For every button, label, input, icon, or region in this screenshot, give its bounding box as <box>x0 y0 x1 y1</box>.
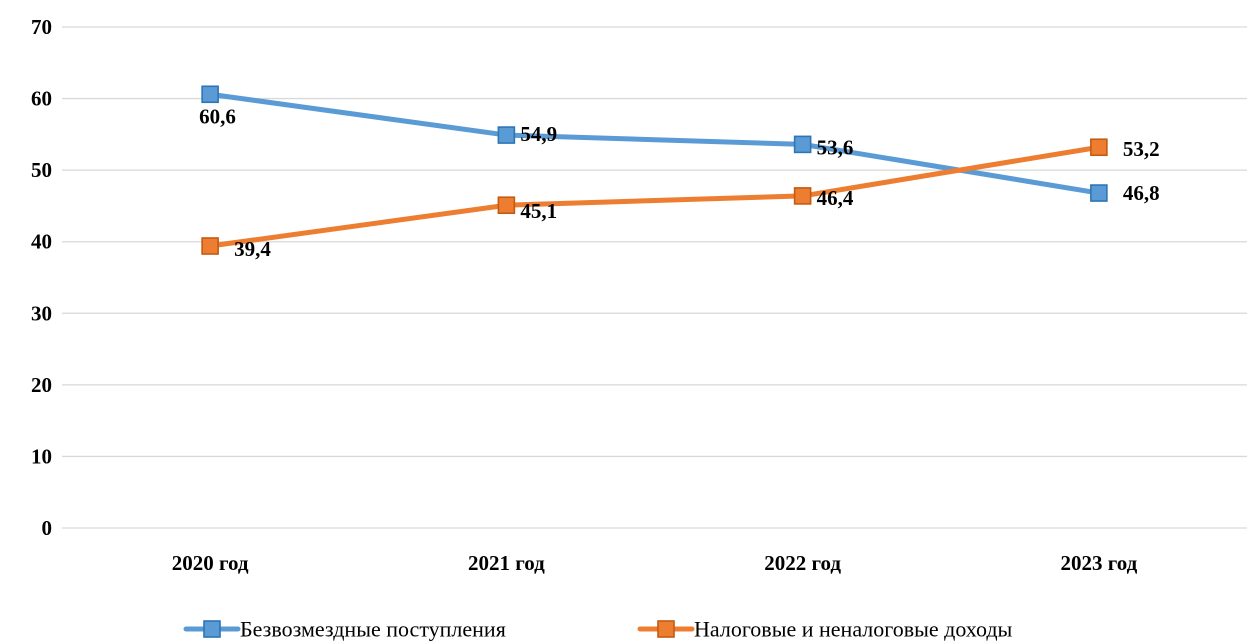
y-tick-label: 30 <box>31 301 52 325</box>
series-2-marker <box>1090 138 1108 157</box>
y-tick-label: 0 <box>42 516 53 540</box>
y-tick-label: 60 <box>31 87 52 111</box>
y-tick-label: 50 <box>31 158 52 182</box>
x-tick-label: 2023 год <box>1060 551 1137 575</box>
legend-marker-1 <box>203 620 221 638</box>
y-tick-label: 20 <box>31 373 52 397</box>
x-axis-tick-labels: 2020 год 2021 год 2022 год 2023 год <box>172 551 1138 575</box>
series-2-marker <box>497 196 516 215</box>
x-tick-label: 2022 год <box>764 551 841 575</box>
y-tick-label: 70 <box>31 15 52 39</box>
x-tick-label: 2020 год <box>172 551 249 575</box>
gridlines <box>62 26 1247 529</box>
series-1-marker <box>497 126 516 144</box>
x-tick-label: 2021 год <box>468 551 545 575</box>
series-1-data-label: 60,6 <box>199 104 236 128</box>
y-tick-label: 10 <box>31 444 52 468</box>
legend: Безвозмездные поступления Налоговые и нен… <box>183 617 1013 641</box>
series-1-data-label: 46,8 <box>1123 181 1160 205</box>
y-tick-label: 40 <box>31 230 52 254</box>
series-1-marker <box>1090 184 1108 202</box>
legend-label-2: Налоговые и неналоговые доходы <box>694 617 1013 641</box>
series-1-data-label: 54,9 <box>520 122 557 146</box>
series-1-marker <box>201 85 219 104</box>
y-axis-tick-labels: 0 10 20 30 40 50 60 70 <box>31 15 52 540</box>
series-1-data-label: 53,6 <box>817 135 854 159</box>
series-2-data-label: 45,1 <box>520 199 557 223</box>
data-labels: 60,6 54,9 53,6 46,8 39,4 45,1 46,4 53,2 <box>199 104 1160 261</box>
series-1-marker <box>793 135 812 154</box>
series-2-data-label: 39,4 <box>234 237 271 261</box>
series-lines <box>207 91 1102 249</box>
legend-label-1: Безвозмездные поступления <box>240 617 506 641</box>
series-markers <box>201 85 1108 255</box>
series-2-data-label: 46,4 <box>817 186 854 210</box>
series-2-data-label: 53,2 <box>1123 137 1160 161</box>
series-line-2 <box>207 144 1102 249</box>
series-2-marker <box>201 237 219 255</box>
legend-marker-2 <box>657 620 675 638</box>
series-2-marker <box>793 187 812 205</box>
series-line-1 <box>207 91 1102 196</box>
